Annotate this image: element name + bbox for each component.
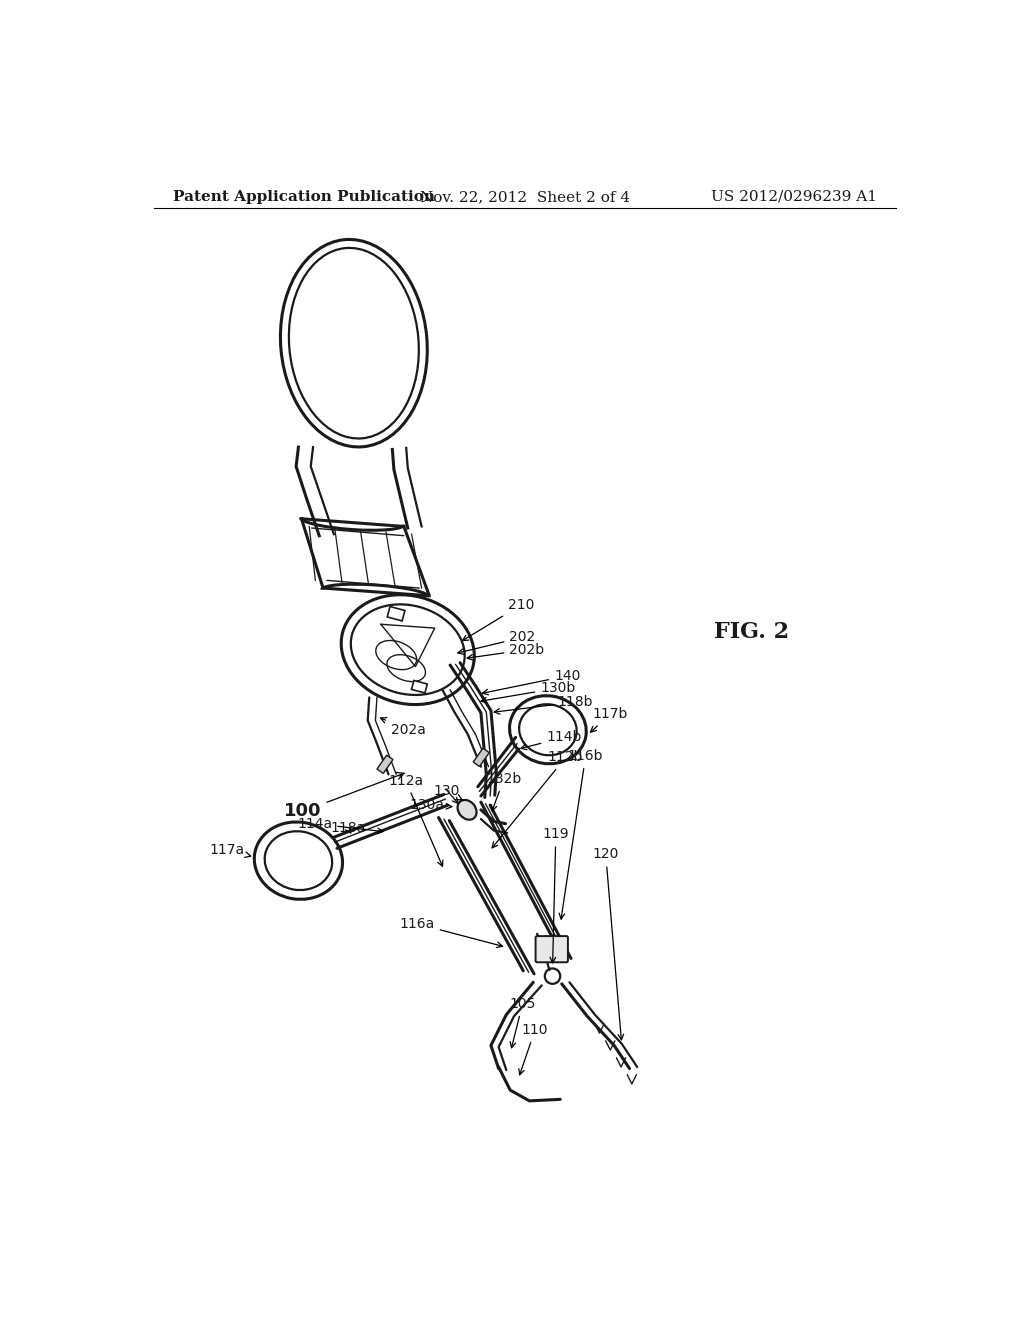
Text: 117a: 117a <box>209 843 251 858</box>
Text: 130a: 130a <box>410 799 452 812</box>
Text: 100: 100 <box>284 772 404 820</box>
Text: 116b: 116b <box>559 748 603 919</box>
FancyBboxPatch shape <box>536 936 568 962</box>
Text: 116a: 116a <box>399 917 503 948</box>
Text: US 2012/0296239 A1: US 2012/0296239 A1 <box>712 190 878 203</box>
Text: 130b: 130b <box>481 681 575 704</box>
Text: 118b: 118b <box>495 696 594 714</box>
Bar <box>412 681 427 693</box>
Text: FIG. 2: FIG. 2 <box>714 620 790 643</box>
Text: 140: 140 <box>482 669 581 694</box>
Text: 202a: 202a <box>381 718 426 737</box>
Text: 119: 119 <box>543 828 569 962</box>
Text: 117b: 117b <box>591 708 628 733</box>
Text: 210: 210 <box>463 598 535 640</box>
Text: 202: 202 <box>458 631 536 655</box>
Text: 112b: 112b <box>493 751 584 847</box>
Bar <box>387 607 404 620</box>
Text: 112a: 112a <box>388 774 442 866</box>
Text: 202b: 202b <box>467 643 545 660</box>
Bar <box>377 755 393 774</box>
Text: 118a: 118a <box>330 821 366 836</box>
Text: Nov. 22, 2012  Sheet 2 of 4: Nov. 22, 2012 Sheet 2 of 4 <box>420 190 630 203</box>
Text: 114b: 114b <box>521 730 582 750</box>
Text: 110: 110 <box>519 1023 548 1074</box>
Text: 130: 130 <box>434 784 463 800</box>
Bar <box>473 748 489 767</box>
Text: 132b: 132b <box>486 772 521 810</box>
Ellipse shape <box>458 800 476 820</box>
Text: 105: 105 <box>509 997 536 1048</box>
Text: 114a: 114a <box>297 817 383 834</box>
Text: 120: 120 <box>593 847 624 1040</box>
Text: Patent Application Publication: Patent Application Publication <box>173 190 435 203</box>
